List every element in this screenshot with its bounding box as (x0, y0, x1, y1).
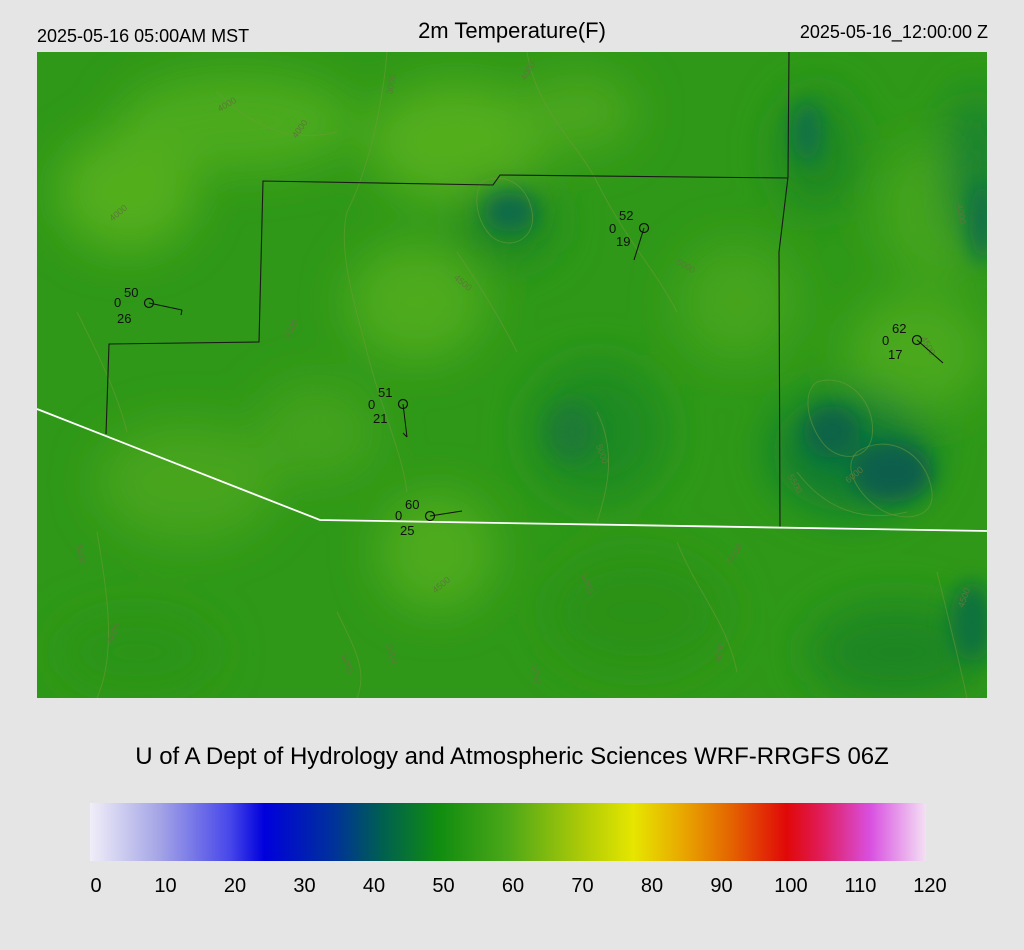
colorbar-tick: 90 (710, 875, 733, 897)
station-1: 50 0 26 (114, 285, 183, 326)
cold-spots (484, 102, 987, 662)
colorbar-tick: 30 (293, 875, 316, 897)
colorbar-ticks: 0 10 20 30 40 50 60 70 80 90 100 110 120 (0, 875, 1024, 905)
station-5-temperature: 60 (405, 497, 419, 512)
colorbar-tick: 0 (90, 875, 102, 897)
colorbar-tick: 40 (362, 875, 386, 897)
county-boundaries (105, 52, 790, 529)
station-4: 51 0 21 (368, 385, 409, 438)
svg-text:4000: 4000 (954, 203, 967, 224)
state-border-line (37, 408, 987, 532)
colorbar-tick: 110 (844, 875, 877, 897)
svg-text:5000: 5000 (529, 663, 542, 684)
svg-text:5000: 5000 (713, 642, 726, 663)
station-4-wind-speed: 0 (368, 397, 375, 412)
station-1-wind-speed: 0 (114, 295, 121, 310)
station-3: 62 0 17 (882, 321, 944, 364)
temperature-map: 3000 4000 4000 4000 4500 4000 4500 5000 … (37, 52, 987, 698)
colorbar-tick: 120 (913, 875, 947, 897)
station-5-dewpoint: 25 (400, 523, 414, 538)
svg-text:3000: 3000 (384, 74, 397, 95)
station-2-wind-speed: 0 (609, 221, 616, 236)
svg-text:5000: 5000 (74, 543, 87, 564)
model-credit: U of A Dept of Hydrology and Atmospheric… (135, 743, 889, 770)
colorbar-tick: 60 (501, 875, 525, 897)
colorbar-tick: 80 (640, 875, 664, 897)
station-3-dewpoint: 17 (888, 347, 902, 362)
temperature-field (57, 72, 987, 698)
station-4-dewpoint: 21 (373, 411, 387, 426)
colorbar-tick: 100 (774, 875, 808, 897)
colorbar-tick: 50 (432, 875, 455, 897)
station-4-temperature: 51 (378, 385, 392, 400)
station-5: 60 0 25 (395, 497, 463, 538)
station-1-dewpoint: 26 (117, 311, 131, 326)
valid-local-time: 2025-05-16 05:00AM MST (37, 26, 250, 46)
colorbar-tick: 20 (223, 875, 247, 897)
station-2-temperature: 52 (619, 208, 633, 223)
colorbar-tick: 70 (571, 875, 594, 897)
map-title: 2m Temperature(F) (418, 18, 606, 43)
colorbar-tick: 10 (154, 875, 177, 897)
station-5-wind-speed: 0 (395, 508, 402, 523)
valid-utc-time: 2025-05-16_12:00:00 Z (799, 22, 988, 42)
station-3-temperature: 62 (892, 321, 906, 336)
colorbar (90, 803, 926, 861)
station-2: 52 0 19 (609, 208, 650, 261)
station-1-temperature: 50 (124, 285, 138, 300)
station-3-wind-speed: 0 (882, 333, 889, 348)
station-2-dewpoint: 19 (616, 234, 630, 249)
